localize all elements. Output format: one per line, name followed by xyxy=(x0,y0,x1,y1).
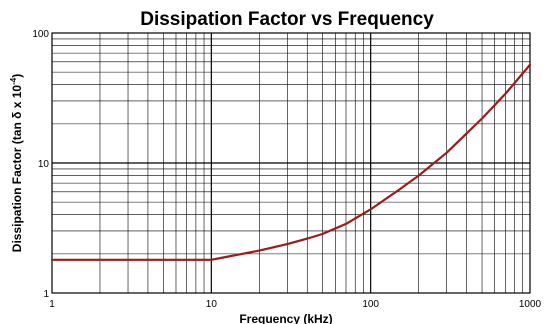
y-tick-labels: 1 10 100 xyxy=(32,29,49,300)
y-tick-label: 1 xyxy=(43,289,49,300)
y-tick-label: 10 xyxy=(38,159,50,170)
x-tick-label: 1 xyxy=(49,299,55,310)
series-group xyxy=(50,63,532,261)
series-line xyxy=(50,63,532,261)
y-axis-label-superscript: -4 xyxy=(9,77,18,85)
y-axis-label: Dissipation Factor (tan δ x 10-4) xyxy=(9,74,24,252)
x-axis-label: Frequency (kHz) xyxy=(239,312,332,324)
x-tick-label: 10 xyxy=(206,299,218,310)
chart-title: Dissipation Factor vs Frequency xyxy=(140,9,434,30)
x-tick-labels: 1 10 100 1000 xyxy=(49,299,541,310)
y-axis-label-close: ) xyxy=(10,74,24,78)
plot-frame xyxy=(51,32,531,294)
x-tick-label: 100 xyxy=(362,299,379,310)
grid xyxy=(52,33,530,293)
y-tick-label: 100 xyxy=(32,29,49,40)
y-axis-label-main: Dissipation Factor (tan δ x 10 xyxy=(10,85,24,253)
x-tick-label: 1000 xyxy=(519,299,542,310)
